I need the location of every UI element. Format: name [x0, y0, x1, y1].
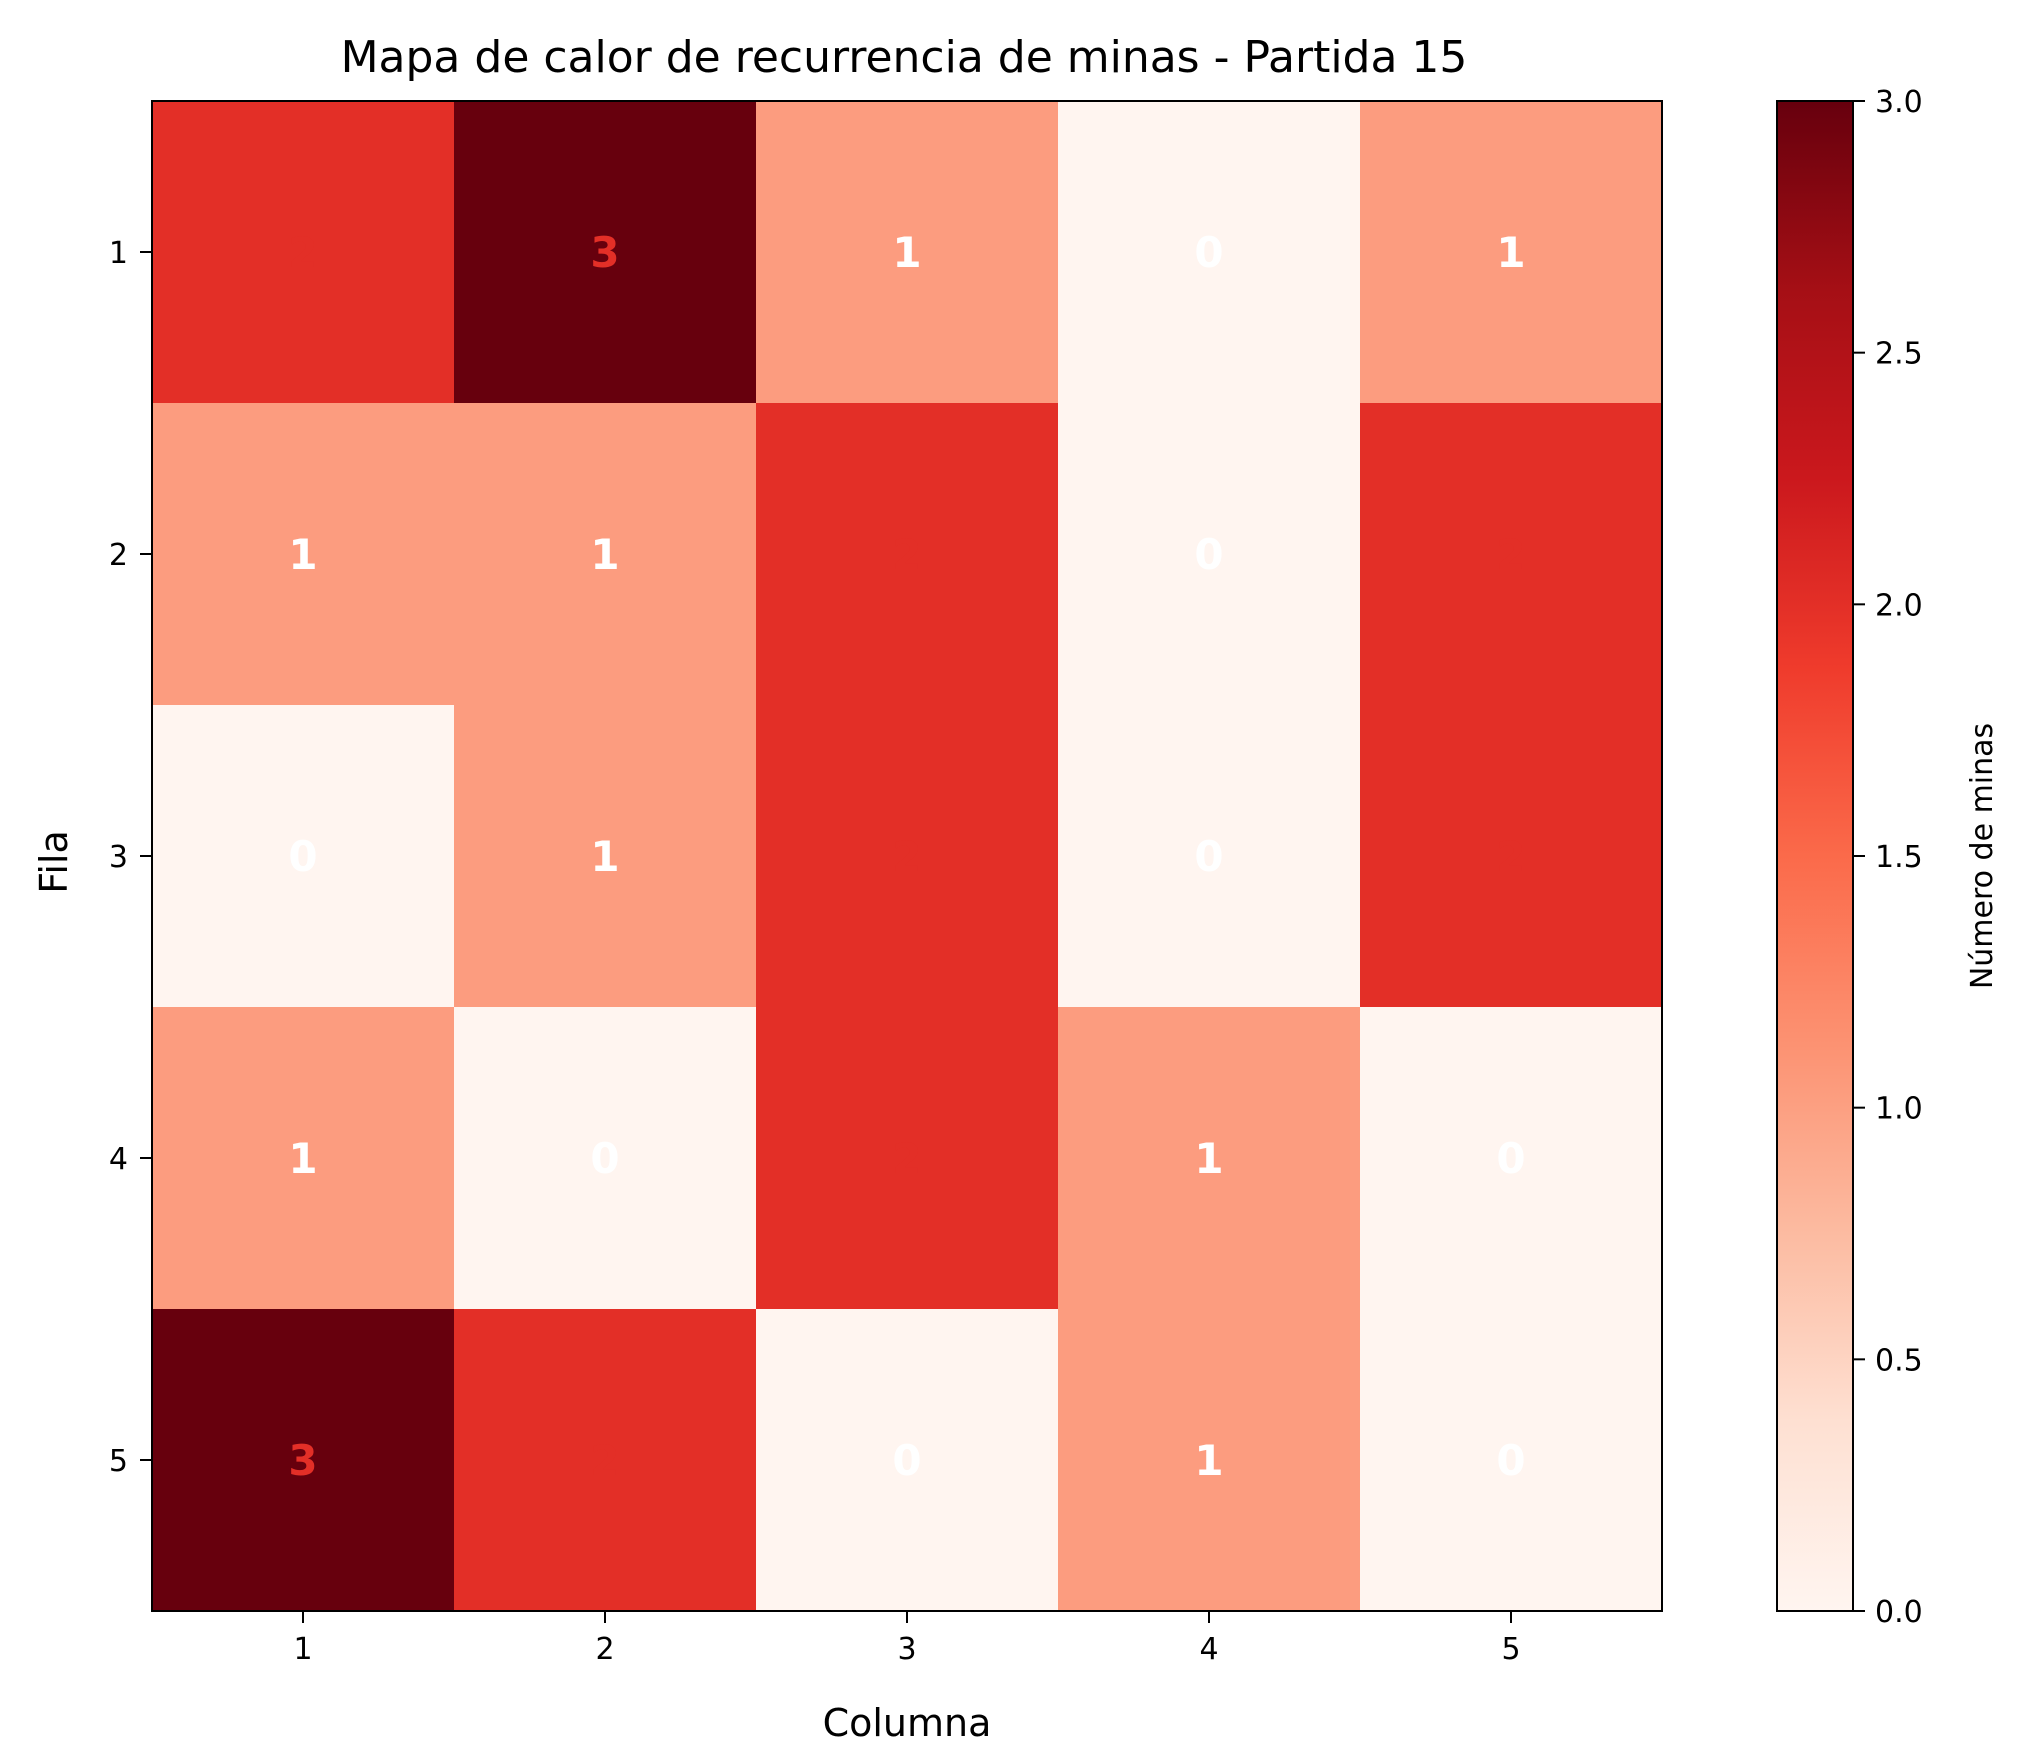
heatmap-cells	[152, 101, 1663, 1612]
heatmap-cell	[454, 705, 757, 1008]
heatmap-cell	[1360, 1309, 1663, 1612]
cell-value-label: 2	[892, 832, 921, 881]
heatmap-cell	[152, 1309, 455, 1612]
cell-value-label: 1	[1496, 228, 1525, 277]
cell-value-label: 2	[1496, 832, 1525, 881]
heatmap-cell	[454, 1007, 757, 1310]
cell-value-label: 1	[288, 1134, 317, 1183]
heatmap-cell	[756, 705, 1059, 1008]
cell-value-label: 1	[590, 832, 619, 881]
y-tick-label: 1	[109, 236, 128, 271]
heatmap-cell	[454, 1309, 757, 1612]
cell-value-label: 2	[892, 1134, 921, 1183]
colorbar-tick-label: 2.0	[1875, 588, 1923, 623]
cell-value-label: 0	[892, 1436, 921, 1485]
cell-value-label: 0	[1194, 530, 1223, 579]
cell-value-label: 1	[288, 530, 317, 579]
cell-value-label: 1	[1194, 1134, 1223, 1183]
cell-value-label: 2	[892, 530, 921, 579]
heatmap-cell	[1058, 1309, 1361, 1612]
x-tick-label: 2	[595, 1632, 614, 1667]
y-tick-label: 3	[109, 840, 128, 875]
heatmap-cell	[756, 1007, 1059, 1310]
cell-value-label: 2	[288, 228, 317, 277]
heatmap-cell	[152, 403, 455, 706]
cell-value-label: 0	[1194, 228, 1223, 277]
heatmap-cell	[756, 1309, 1059, 1612]
heatmap-cell	[454, 403, 757, 706]
heatmap-cell	[1360, 705, 1663, 1008]
cell-value-label: 1	[590, 530, 619, 579]
heatmap-cell	[756, 403, 1059, 706]
y-tick-label: 5	[109, 1444, 128, 1479]
y-tick-label: 4	[109, 1142, 128, 1177]
heatmap-cell	[1360, 403, 1663, 706]
y-tick-label: 2	[109, 538, 128, 573]
cell-value-label: 1	[1194, 1436, 1223, 1485]
colorbar-label: Número de minas	[1965, 723, 2000, 989]
heatmap-cell	[1360, 1007, 1663, 1310]
heatmap-cell	[1360, 101, 1663, 404]
colorbar-tick-label: 2.5	[1875, 337, 1923, 372]
cell-value-label: 3	[590, 228, 619, 277]
cell-value-label: 0	[590, 1134, 619, 1183]
colorbar-tick-label: 1.0	[1875, 1092, 1923, 1127]
chart-title: Mapa de calor de recurrencia de minas - …	[341, 32, 1468, 83]
x-tick-label: 5	[1501, 1632, 1520, 1667]
heatmap-cell	[1058, 705, 1361, 1008]
colorbar	[1776, 100, 1854, 1612]
heatmap-cell-labels: 2 3 1 0 1 1 1 2 0 2 0 1 2 0 2 1 0 2 1 0 3 2 0 1 0	[288, 228, 1525, 1485]
x-tick-label: 3	[897, 1632, 916, 1667]
cell-value-label: 0	[1496, 1134, 1525, 1183]
heatmap-cell	[1058, 403, 1361, 706]
cell-value-label: 0	[1496, 1436, 1525, 1485]
colorbar-tick-label: 0.0	[1875, 1595, 1923, 1630]
x-axis-label: Columna	[823, 1701, 992, 1745]
heatmap-cell	[756, 101, 1059, 404]
colorbar-tick-label: 1.5	[1875, 840, 1923, 875]
colorbar-tick-label: 0.5	[1875, 1343, 1923, 1378]
y-axis-label: Fila	[32, 830, 76, 894]
cell-value-label: 3	[288, 1436, 317, 1485]
x-tick-label: 4	[1199, 1632, 1218, 1667]
cell-value-label: 2	[1496, 530, 1525, 579]
heatmap-cell	[152, 705, 455, 1008]
heatmap-cell	[1058, 101, 1361, 404]
cell-value-label: 0	[1194, 832, 1223, 881]
heatmap-cell	[152, 101, 455, 404]
cell-value-label: 2	[590, 1436, 619, 1485]
x-tick-label: 1	[293, 1632, 312, 1667]
colorbar-ticks: 0.0 0.5 1.0 1.5 2.0 2.5 3.0	[1853, 85, 1923, 1630]
heatmap-cell	[454, 101, 757, 404]
heatmap-cell	[152, 1007, 455, 1310]
y-axis-ticks: 1 2 3 4 5	[109, 236, 152, 1479]
cell-value-label: 1	[892, 228, 921, 277]
colorbar-tick-label: 3.0	[1875, 85, 1923, 120]
heatmap-cell	[1058, 1007, 1361, 1310]
x-axis-ticks: 1 2 3 4 5	[293, 1611, 1521, 1667]
cell-value-label: 0	[288, 832, 317, 881]
